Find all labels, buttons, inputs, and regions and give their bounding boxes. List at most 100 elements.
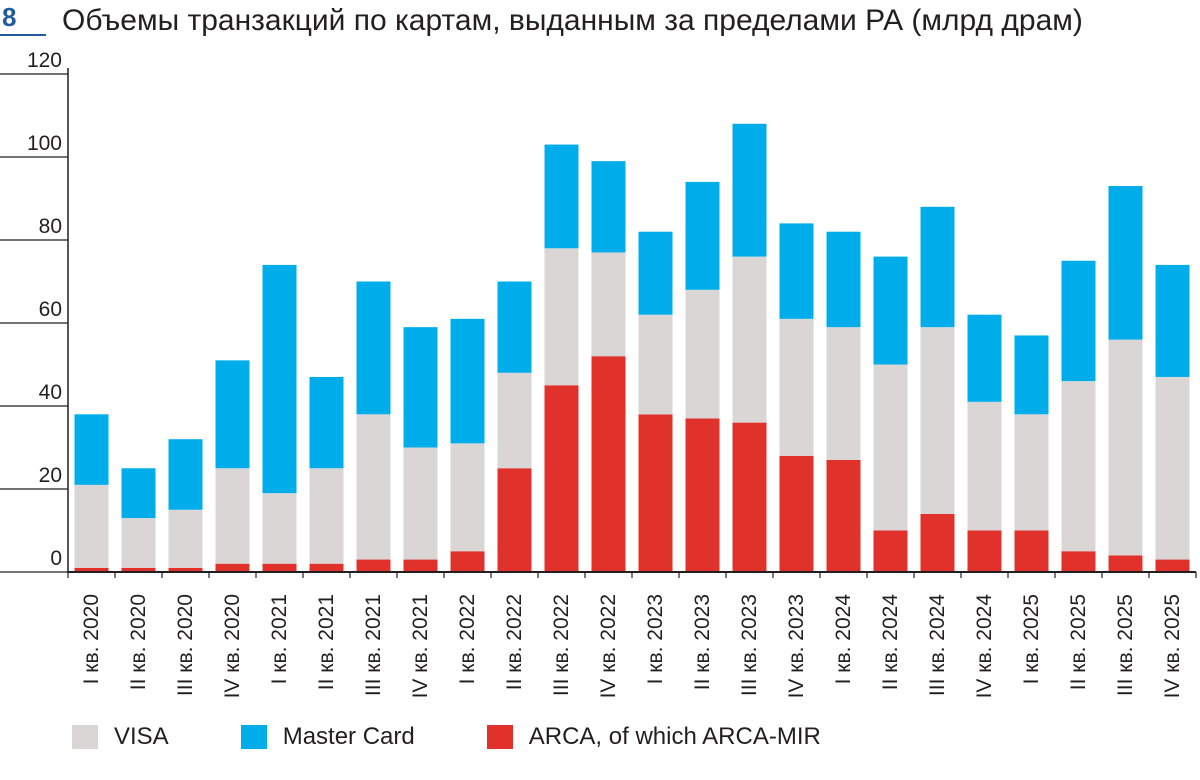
bar-segment [591,356,626,572]
bar-segment [168,567,203,572]
bar-segment [826,327,861,460]
x-category-label: IV кв. 2022 [597,594,620,698]
bar-segment [168,509,203,568]
bar-segment [1108,555,1143,572]
bar-segment [450,551,485,572]
bar-segment [262,563,297,572]
legend-item-visa: VISA [72,723,169,751]
x-category-label: IV кв. 2020 [221,594,244,698]
bar-segment [544,144,579,249]
x-category-label: I кв. 2022 [456,594,479,684]
axes-layer [67,68,1197,578]
y-tick-labels: 0 20 40 60 80 100 120 [0,49,68,573]
bar-segment [826,459,861,572]
bar-segment [497,468,532,572]
bar-segment [1061,381,1096,552]
bar-segment [1014,530,1049,572]
x-category-label: IV кв. 2025 [1161,594,1184,698]
x-category-label: IV кв. 2021 [409,594,432,698]
legend-label-arca: ARCA, of which ARCA-MIR [528,723,821,750]
legend-item-mastercard: Master Card [240,723,415,751]
bar-segment [356,281,391,415]
bar-segment [638,231,673,315]
legend: VISA Master Card ARCA, of which ARCA-MIR [72,722,893,752]
bar-segment [1155,376,1190,560]
bar-segment [262,264,297,494]
bar-segment [967,314,1002,402]
bar-segment [215,468,250,564]
x-category-label: I кв. 2021 [268,594,291,684]
bar-segment [732,422,767,572]
bar-segment [403,447,438,560]
bar-segment [215,360,250,469]
bar-segment [685,418,720,572]
bar-segment [779,455,814,572]
figure-number: 8 [2,2,17,32]
bar-segment [497,281,532,373]
bar-segment [356,414,391,560]
bar-segment [920,513,955,572]
bar-segment [544,248,579,386]
bar-segment [1108,339,1143,556]
bar-segment [403,559,438,572]
bar-segment [732,123,767,257]
y-tick-label: 20 [39,464,62,487]
bar-segment [873,364,908,531]
legend-label-mastercard: Master Card [282,723,415,750]
bar-segment [121,518,156,568]
y-tick-label: 100 [27,132,62,155]
bar-segment [779,318,814,456]
legend-swatch-mastercard [240,725,267,749]
x-category-label: IV кв. 2023 [785,594,808,698]
bar-segment [1155,264,1190,377]
legend-label-visa: VISA [114,723,169,750]
bar-segment [450,318,485,444]
bar-segment [873,256,908,365]
x-category-label: I кв. 2025 [1020,594,1043,684]
bar-segment [638,314,673,415]
bar-segment [121,567,156,572]
stacked-bar-chart: 0 20 40 60 80 100 120 I кв. 2020 II кв. 2020 III… [0,49,1197,699]
x-category-label: III кв. 2023 [738,594,761,696]
bar-segment [591,252,626,357]
bar-segment [920,206,955,328]
y-tick-label: 80 [39,215,62,238]
legend-item-arca: ARCA, of which ARCA-MIR [486,723,821,751]
x-category-label: III кв. 2022 [550,594,573,696]
bar-segment [74,567,109,572]
bar-segment [450,443,485,552]
x-category-label: III кв. 2024 [926,594,949,696]
bar-segment [920,327,955,514]
x-category-label: I кв. 2020 [80,594,103,684]
bar-segment [215,563,250,572]
x-category-label: I кв. 2024 [832,594,855,685]
x-category-label: II кв. 2021 [315,594,338,690]
x-category-label: II кв. 2025 [1067,594,1090,690]
x-category-label: III кв. 2025 [1114,594,1137,696]
x-category-label: III кв. 2020 [174,594,197,696]
chart-title: Объемы транзакций по картам, выданным за… [62,4,1083,37]
bar-segment [967,401,1002,531]
bar-segment [262,493,297,564]
bar-segment [403,327,438,448]
bar-segment [873,530,908,572]
bar-segment [1061,260,1096,382]
x-category-label: II кв. 2023 [691,594,714,690]
bar-segment [309,563,344,572]
x-category-label: II кв. 2022 [503,594,526,690]
x-category-label: II кв. 2020 [127,594,150,690]
bars-layer [74,123,1190,572]
bar-segment [1061,551,1096,572]
x-category-label: I кв. 2023 [644,594,667,684]
bar-segment [1014,335,1049,415]
bar-segment [74,414,109,485]
bar-segment [967,530,1002,572]
x-category-labels: I кв. 2020 II кв. 2020 III кв. 2020 IV кв. … [80,594,1184,699]
y-tick-label: 0 [50,547,62,570]
bar-segment [1014,414,1049,531]
figure-number-underline [0,34,46,36]
bar-segment [168,439,203,510]
bar-segment [732,256,767,423]
x-category-label: II кв. 2024 [879,594,902,691]
x-category-label: III кв. 2021 [362,594,385,696]
